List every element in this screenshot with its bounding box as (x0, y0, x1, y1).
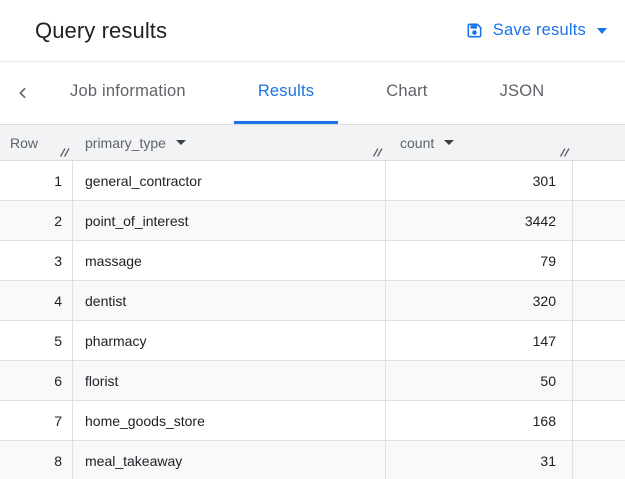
empty-cell (573, 441, 625, 479)
count-cell: 320 (386, 281, 573, 320)
save-dropdown-caret-icon (597, 27, 607, 34)
tab-job-information[interactable]: Job information (46, 62, 210, 124)
primary-type-cell: general_contractor (73, 161, 386, 200)
save-results-button[interactable]: Save results (465, 21, 607, 40)
sort-caret-icon[interactable] (444, 140, 455, 145)
row-number-cell: 2 (0, 201, 73, 240)
save-icon (465, 21, 484, 40)
empty-cell (573, 161, 625, 200)
tab-results[interactable]: Results (233, 62, 339, 124)
primary-type-cell: meal_takeaway (73, 441, 386, 479)
row-number-cell: 1 (0, 161, 73, 200)
scroll-tabs-left-button[interactable] (0, 62, 46, 124)
column-resize-handle[interactable] (59, 146, 71, 158)
save-results-label: Save results (492, 21, 586, 39)
count-cell: 31 (386, 441, 573, 479)
column-header-row-label: Row (10, 134, 39, 151)
column-resize-handle[interactable] (372, 146, 384, 158)
sort-caret-icon[interactable] (175, 140, 186, 145)
table-row: 2 point_of_interest 3442 (0, 201, 625, 241)
page-title: Query results (35, 17, 168, 43)
column-header-count-label: count (400, 134, 435, 151)
column-header-count[interactable]: count (386, 125, 573, 160)
chevron-left-icon (15, 85, 31, 101)
empty-cell (573, 401, 625, 440)
empty-cell (573, 321, 625, 360)
column-resize-handle[interactable] (559, 146, 571, 158)
count-cell: 301 (386, 161, 573, 200)
tabs: Job information Results Chart JSON (46, 62, 568, 124)
primary-type-cell: pharmacy (73, 321, 386, 360)
primary-type-cell: home_goods_store (73, 401, 386, 440)
empty-cell (573, 241, 625, 280)
empty-cell (573, 281, 625, 320)
count-cell: 50 (386, 361, 573, 400)
empty-cell (573, 201, 625, 240)
count-cell: 3442 (386, 201, 573, 240)
count-cell: 168 (386, 401, 573, 440)
table-row: 8 meal_takeaway 31 (0, 441, 625, 479)
row-number-cell: 8 (0, 441, 73, 479)
tab-json[interactable]: JSON (476, 62, 569, 124)
column-header-spacer (573, 125, 625, 160)
primary-type-cell: dentist (73, 281, 386, 320)
table-row: 4 dentist 320 (0, 281, 625, 321)
row-number-cell: 7 (0, 401, 73, 440)
row-number-cell: 4 (0, 281, 73, 320)
row-number-cell: 6 (0, 361, 73, 400)
column-header-row: Row (0, 125, 73, 160)
primary-type-cell: point_of_interest (73, 201, 386, 240)
row-number-cell: 3 (0, 241, 73, 280)
results-tab-bar: Job information Results Chart JSON (0, 62, 625, 125)
results-table: Row primary_type count (0, 125, 625, 479)
count-cell: 79 (386, 241, 573, 280)
table-row: 6 florist 50 (0, 361, 625, 401)
table-row: 1 general_contractor 301 (0, 161, 625, 201)
column-header-primary-type[interactable]: primary_type (73, 125, 386, 160)
table-row: 5 pharmacy 147 (0, 321, 625, 361)
column-header-primary-type-label: primary_type (85, 134, 166, 151)
tab-chart[interactable]: Chart (362, 62, 451, 124)
results-header-bar: Query results Save results (0, 0, 625, 62)
count-cell: 147 (386, 321, 573, 360)
primary-type-cell: massage (73, 241, 386, 280)
empty-cell (573, 361, 625, 400)
table-row: 7 home_goods_store 168 (0, 401, 625, 441)
results-table-body: 1 general_contractor 301 2 point_of_inte… (0, 161, 625, 479)
row-number-cell: 5 (0, 321, 73, 360)
table-row: 3 massage 79 (0, 241, 625, 281)
primary-type-cell: florist (73, 361, 386, 400)
results-table-header: Row primary_type count (0, 125, 625, 161)
